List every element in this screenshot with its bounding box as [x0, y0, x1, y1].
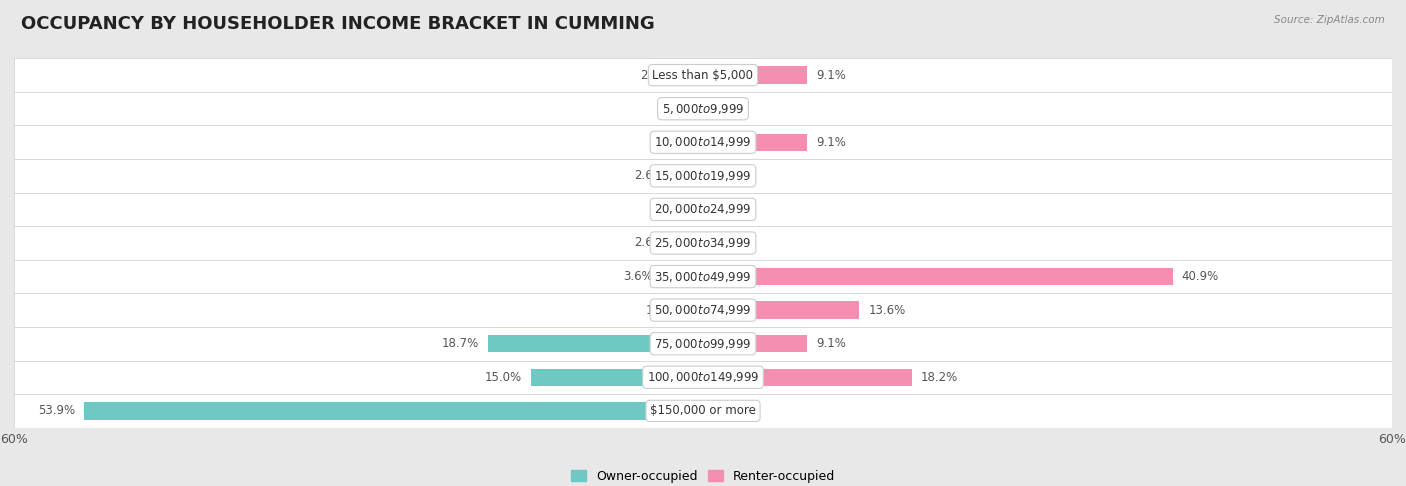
Text: 0.0%: 0.0%	[713, 203, 742, 216]
Text: 18.2%: 18.2%	[921, 371, 959, 384]
Text: $5,000 to $9,999: $5,000 to $9,999	[662, 102, 744, 116]
Bar	[703, 335, 807, 352]
Bar	[14, 125, 1392, 159]
Text: $100,000 to $149,999: $100,000 to $149,999	[647, 370, 759, 384]
Text: 40.9%: 40.9%	[1182, 270, 1219, 283]
Bar	[488, 335, 703, 352]
Text: 0.0%: 0.0%	[713, 237, 742, 249]
Bar	[14, 226, 1392, 260]
Bar	[531, 368, 703, 386]
Text: 9.1%: 9.1%	[817, 337, 846, 350]
Bar	[14, 192, 1392, 226]
Text: 0.0%: 0.0%	[664, 203, 693, 216]
Bar	[673, 234, 703, 252]
Text: 53.9%: 53.9%	[38, 404, 75, 417]
Text: 0.0%: 0.0%	[664, 136, 693, 149]
Bar	[14, 294, 1392, 327]
Bar	[703, 268, 1173, 285]
Text: $50,000 to $74,999: $50,000 to $74,999	[654, 303, 752, 317]
Text: 13.6%: 13.6%	[869, 304, 905, 317]
Text: 2.6%: 2.6%	[634, 237, 664, 249]
Bar	[703, 368, 912, 386]
Bar	[679, 67, 703, 84]
Bar	[14, 159, 1392, 192]
Bar	[84, 402, 703, 419]
Text: 2.1%: 2.1%	[640, 69, 669, 82]
Bar	[703, 134, 807, 151]
Text: Less than $5,000: Less than $5,000	[652, 69, 754, 82]
Bar	[703, 67, 807, 84]
Bar	[14, 260, 1392, 294]
Bar	[14, 361, 1392, 394]
Bar	[673, 167, 703, 185]
Text: $25,000 to $34,999: $25,000 to $34,999	[654, 236, 752, 250]
Text: 15.0%: 15.0%	[485, 371, 522, 384]
Text: $35,000 to $49,999: $35,000 to $49,999	[654, 270, 752, 283]
Text: 0.0%: 0.0%	[664, 102, 693, 115]
Text: $20,000 to $24,999: $20,000 to $24,999	[654, 203, 752, 216]
Bar	[14, 58, 1392, 92]
Text: 0.0%: 0.0%	[713, 169, 742, 182]
Text: $10,000 to $14,999: $10,000 to $14,999	[654, 135, 752, 149]
Text: 1.6%: 1.6%	[645, 304, 675, 317]
Text: 0.0%: 0.0%	[713, 404, 742, 417]
Text: Source: ZipAtlas.com: Source: ZipAtlas.com	[1274, 15, 1385, 25]
Bar	[14, 92, 1392, 125]
Text: 0.0%: 0.0%	[713, 102, 742, 115]
Bar	[662, 268, 703, 285]
Text: 18.7%: 18.7%	[441, 337, 479, 350]
Bar	[14, 394, 1392, 428]
Text: 9.1%: 9.1%	[817, 69, 846, 82]
Text: $75,000 to $99,999: $75,000 to $99,999	[654, 337, 752, 351]
Bar	[14, 327, 1392, 361]
Bar	[703, 301, 859, 319]
Legend: Owner-occupied, Renter-occupied: Owner-occupied, Renter-occupied	[567, 465, 839, 486]
Text: 9.1%: 9.1%	[817, 136, 846, 149]
Bar	[685, 301, 703, 319]
Text: $15,000 to $19,999: $15,000 to $19,999	[654, 169, 752, 183]
Text: 3.6%: 3.6%	[623, 270, 652, 283]
Text: $150,000 or more: $150,000 or more	[650, 404, 756, 417]
Text: 2.6%: 2.6%	[634, 169, 664, 182]
Text: OCCUPANCY BY HOUSEHOLDER INCOME BRACKET IN CUMMING: OCCUPANCY BY HOUSEHOLDER INCOME BRACKET …	[21, 15, 655, 33]
